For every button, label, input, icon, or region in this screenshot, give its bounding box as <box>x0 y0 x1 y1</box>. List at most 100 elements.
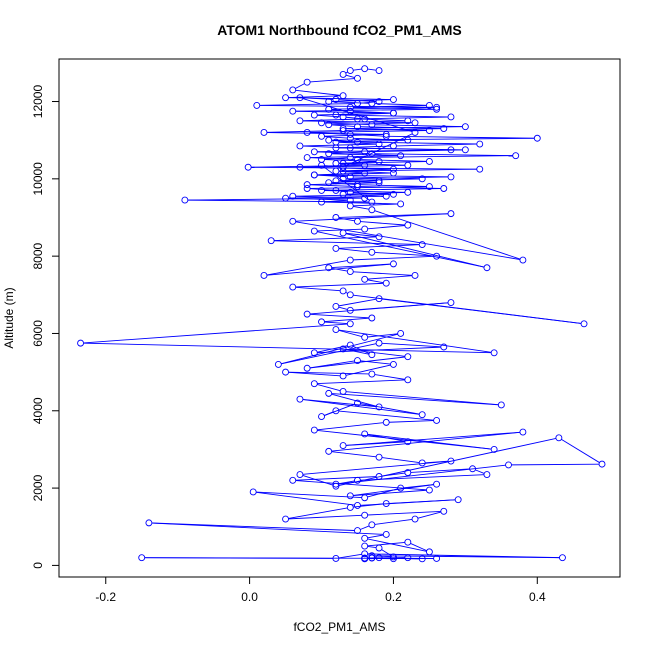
data-point <box>375 157 383 165</box>
data-point <box>440 343 448 351</box>
data-point <box>512 152 520 160</box>
data-point <box>375 295 383 303</box>
data-point <box>447 457 455 465</box>
series-segment <box>353 255 434 261</box>
data-point <box>404 353 412 361</box>
data-point <box>282 515 290 523</box>
data-point <box>389 96 397 104</box>
series-segment <box>324 122 369 126</box>
data-point <box>274 360 282 368</box>
data-point <box>559 554 566 562</box>
series-segment <box>338 170 362 174</box>
series-segment <box>295 282 384 288</box>
data-point <box>375 67 383 75</box>
series-segment <box>511 463 600 466</box>
data-point <box>346 103 354 111</box>
data-point <box>332 554 340 562</box>
series-segment <box>346 441 405 446</box>
data-point <box>303 78 311 86</box>
data-point <box>303 128 311 136</box>
series-segment <box>381 457 420 464</box>
data-point <box>346 320 354 328</box>
data-point <box>289 107 297 115</box>
data-point <box>282 94 290 102</box>
data-point <box>418 175 426 183</box>
series-segment <box>360 525 370 530</box>
data-point <box>296 94 304 102</box>
data-point <box>440 507 448 515</box>
data-point <box>368 150 376 158</box>
series-segment <box>367 68 377 71</box>
series-segment <box>295 213 449 222</box>
data-point <box>361 115 369 123</box>
data-point <box>325 121 333 129</box>
series-segment <box>374 252 434 257</box>
data-point <box>447 173 455 181</box>
data-point <box>339 159 347 167</box>
series-segment <box>374 374 405 380</box>
series-segment <box>317 384 341 392</box>
data-point <box>332 96 340 104</box>
data-point <box>361 550 369 558</box>
series-segment <box>266 263 391 276</box>
data-point <box>346 144 354 152</box>
series-segment <box>266 260 348 276</box>
data-point <box>346 67 354 75</box>
data-point <box>368 121 376 129</box>
series-segment <box>346 170 391 174</box>
data-point <box>346 130 354 138</box>
data-point <box>382 279 390 287</box>
data-point <box>375 177 383 185</box>
data-point <box>389 555 397 563</box>
data-point <box>318 198 325 206</box>
series-segment <box>353 484 434 496</box>
series-segment <box>353 134 384 137</box>
series-segment <box>187 199 369 203</box>
series-segment <box>338 298 377 307</box>
series-segment <box>295 108 434 112</box>
data-point <box>339 167 347 175</box>
data-point <box>411 515 419 523</box>
data-point <box>368 100 376 107</box>
series-segment <box>302 118 362 122</box>
series-segment <box>374 518 413 525</box>
data-point <box>354 123 361 131</box>
series-segment <box>295 110 391 114</box>
series-segment <box>256 491 355 506</box>
series-segment <box>353 106 434 110</box>
data-point <box>332 177 340 185</box>
data-point <box>483 471 491 479</box>
data-point <box>361 161 369 169</box>
data-point <box>296 117 304 125</box>
data-point <box>490 445 498 453</box>
data-point <box>267 237 275 245</box>
series-segment <box>83 323 348 344</box>
data-point <box>346 154 354 162</box>
data-point <box>332 159 340 167</box>
x-axis: -0.2 0.0 0.2 0.4 <box>95 576 546 604</box>
series-segment <box>302 475 334 486</box>
series-segment <box>346 161 377 164</box>
data-point <box>425 157 433 165</box>
series-segment <box>256 491 362 499</box>
data-point <box>346 173 354 181</box>
data-point <box>289 283 297 291</box>
data-point <box>354 502 361 509</box>
series-segment <box>346 168 477 172</box>
data-point <box>476 165 484 173</box>
data-point <box>476 140 484 148</box>
data-point <box>361 333 369 341</box>
data-point <box>310 148 318 156</box>
data-point <box>404 117 412 125</box>
series-segment <box>288 507 348 519</box>
data-point <box>332 480 340 488</box>
data-point <box>339 190 347 198</box>
data-point <box>397 484 405 492</box>
data-point <box>296 395 304 403</box>
series-segment <box>475 469 485 474</box>
data-point <box>404 136 412 144</box>
series-segment <box>382 342 441 348</box>
series-segment <box>310 155 398 158</box>
data-point <box>433 554 441 562</box>
